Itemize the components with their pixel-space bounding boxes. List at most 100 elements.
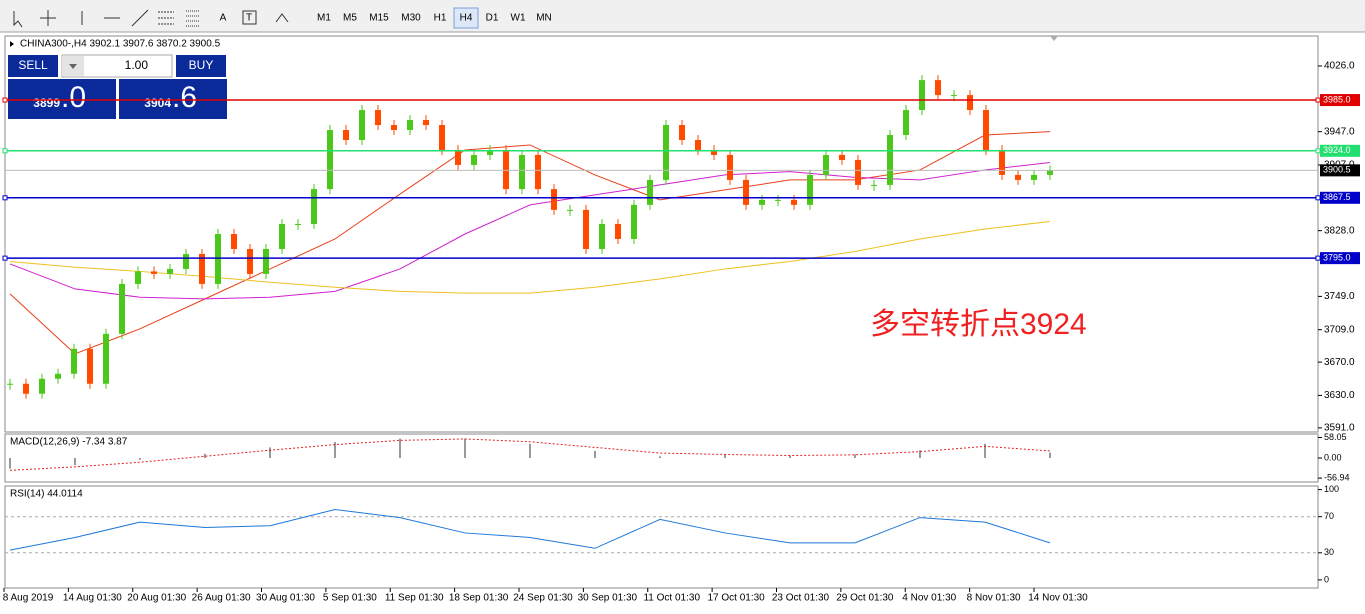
fibo-icon[interactable] xyxy=(186,10,200,27)
y-tick-label: 3947.0 xyxy=(1324,126,1355,137)
level-label-bg xyxy=(1320,191,1360,204)
candle xyxy=(519,154,525,190)
last-price-bg xyxy=(1320,164,1360,177)
y-tick-label: 58.05 xyxy=(1324,432,1347,442)
candle xyxy=(7,383,13,385)
channel-icon[interactable] xyxy=(158,11,174,25)
y-tick-label: 3749.0 xyxy=(1324,291,1355,302)
annotation: 多空转折点3924 xyxy=(870,308,1087,341)
candle xyxy=(663,125,669,180)
last-price-label: 3900.5 xyxy=(1323,165,1351,175)
candle xyxy=(391,125,397,131)
x-tick-label: 29 Oct 01:30 xyxy=(836,593,894,604)
candle xyxy=(855,159,861,185)
candle xyxy=(759,199,765,205)
candle xyxy=(503,149,509,190)
lots-value[interactable]: 1.00 xyxy=(125,58,149,72)
bid-box[interactable] xyxy=(8,79,116,119)
y-tick-label: 3828.0 xyxy=(1324,225,1355,236)
candle xyxy=(567,209,573,211)
ask-box[interactable] xyxy=(119,79,227,119)
text-tool[interactable]: A xyxy=(220,13,227,24)
level-label-bg xyxy=(1320,252,1360,265)
candle xyxy=(935,80,941,96)
crosshair-icon[interactable] xyxy=(40,10,56,26)
candle xyxy=(471,154,477,165)
x-tick-label: 8 Aug 2019 xyxy=(3,593,54,604)
candle xyxy=(135,271,141,284)
candle xyxy=(167,268,173,274)
candle xyxy=(327,130,333,190)
candle xyxy=(919,80,925,111)
timeframe-button[interactable]: M5 xyxy=(343,13,357,24)
x-tick-label: 17 Oct 01:30 xyxy=(707,593,765,604)
candle xyxy=(839,154,845,160)
level-label: 3867.5 xyxy=(1323,192,1351,202)
cursor-icon[interactable] xyxy=(13,11,23,28)
candle xyxy=(871,184,877,186)
y-tick-label: 3591.0 xyxy=(1324,422,1355,433)
candle xyxy=(295,224,301,226)
timeframe-button[interactable]: W1 xyxy=(511,13,526,24)
x-tick-label: 23 Oct 01:30 xyxy=(772,593,830,604)
timeframe-button[interactable]: D1 xyxy=(486,13,499,24)
candle xyxy=(215,234,221,284)
x-tick-label: 8 Nov 01:30 xyxy=(967,593,1021,604)
timeframe-button[interactable]: H4 xyxy=(460,13,473,24)
spinner-arrow xyxy=(69,64,77,69)
trade-panel: SELL 1.00 BUY 3899 .0 3904 .6 xyxy=(8,53,228,119)
candle xyxy=(775,199,781,201)
label-icon[interactable] xyxy=(242,10,257,25)
chart-header: CHINA300-,H4 3902.1 3907.6 3870.2 3900.5 xyxy=(20,39,221,50)
y-tick-label: 30 xyxy=(1324,547,1334,557)
level-anchor xyxy=(2,195,8,201)
timeframe-button[interactable]: MN xyxy=(536,13,552,24)
timeframe-button[interactable]: H1 xyxy=(434,13,447,24)
candle xyxy=(695,139,701,150)
buy-text[interactable]: BUY xyxy=(189,58,214,72)
candle xyxy=(23,383,29,394)
candle xyxy=(279,224,285,249)
timeframe-button[interactable]: M30 xyxy=(401,13,421,24)
candle xyxy=(711,149,717,155)
level-label-bg xyxy=(1320,94,1360,107)
candle xyxy=(791,199,797,205)
candle xyxy=(407,120,413,131)
candle xyxy=(375,110,381,126)
candle xyxy=(103,333,109,384)
rsi-label: RSI(14) 44.0114 xyxy=(10,489,83,500)
arrows-icon[interactable] xyxy=(275,13,289,23)
macd-signal xyxy=(9,438,1051,471)
y-tick-label: 4026.0 xyxy=(1324,61,1355,72)
buy-button[interactable] xyxy=(176,55,226,77)
candle xyxy=(455,149,461,165)
candle xyxy=(583,209,589,249)
candle xyxy=(615,224,621,239)
level-anchor xyxy=(1315,148,1321,154)
candle xyxy=(599,224,605,249)
level-label-bg xyxy=(1320,144,1360,157)
sell-text[interactable]: SELL xyxy=(18,58,48,72)
timeframe-button[interactable]: M1 xyxy=(317,13,331,24)
level-anchor xyxy=(1315,97,1321,103)
level-label: 3985.0 xyxy=(1323,94,1351,104)
candle xyxy=(311,189,317,225)
candle xyxy=(231,234,237,249)
level-anchor xyxy=(1315,195,1321,201)
x-tick-label: 18 Sep 01:30 xyxy=(449,593,509,604)
toolbar xyxy=(0,0,1365,32)
macd-label: MACD(12,26,9) -7.34 3.87 xyxy=(10,437,128,448)
drawing-tools[interactable] xyxy=(13,9,289,28)
candle xyxy=(199,253,205,284)
macd-window xyxy=(4,433,1319,483)
y-tick-label: 3630.0 xyxy=(1324,390,1355,401)
moving-average xyxy=(9,221,1051,294)
sell-button[interactable] xyxy=(8,55,58,77)
timeframe-active[interactable] xyxy=(453,7,479,29)
timeframe-button[interactable]: M15 xyxy=(369,13,389,24)
level-label: 3924.0 xyxy=(1323,145,1351,155)
candle xyxy=(1047,170,1053,175)
trendline-icon[interactable] xyxy=(131,9,149,27)
candle xyxy=(263,248,269,274)
